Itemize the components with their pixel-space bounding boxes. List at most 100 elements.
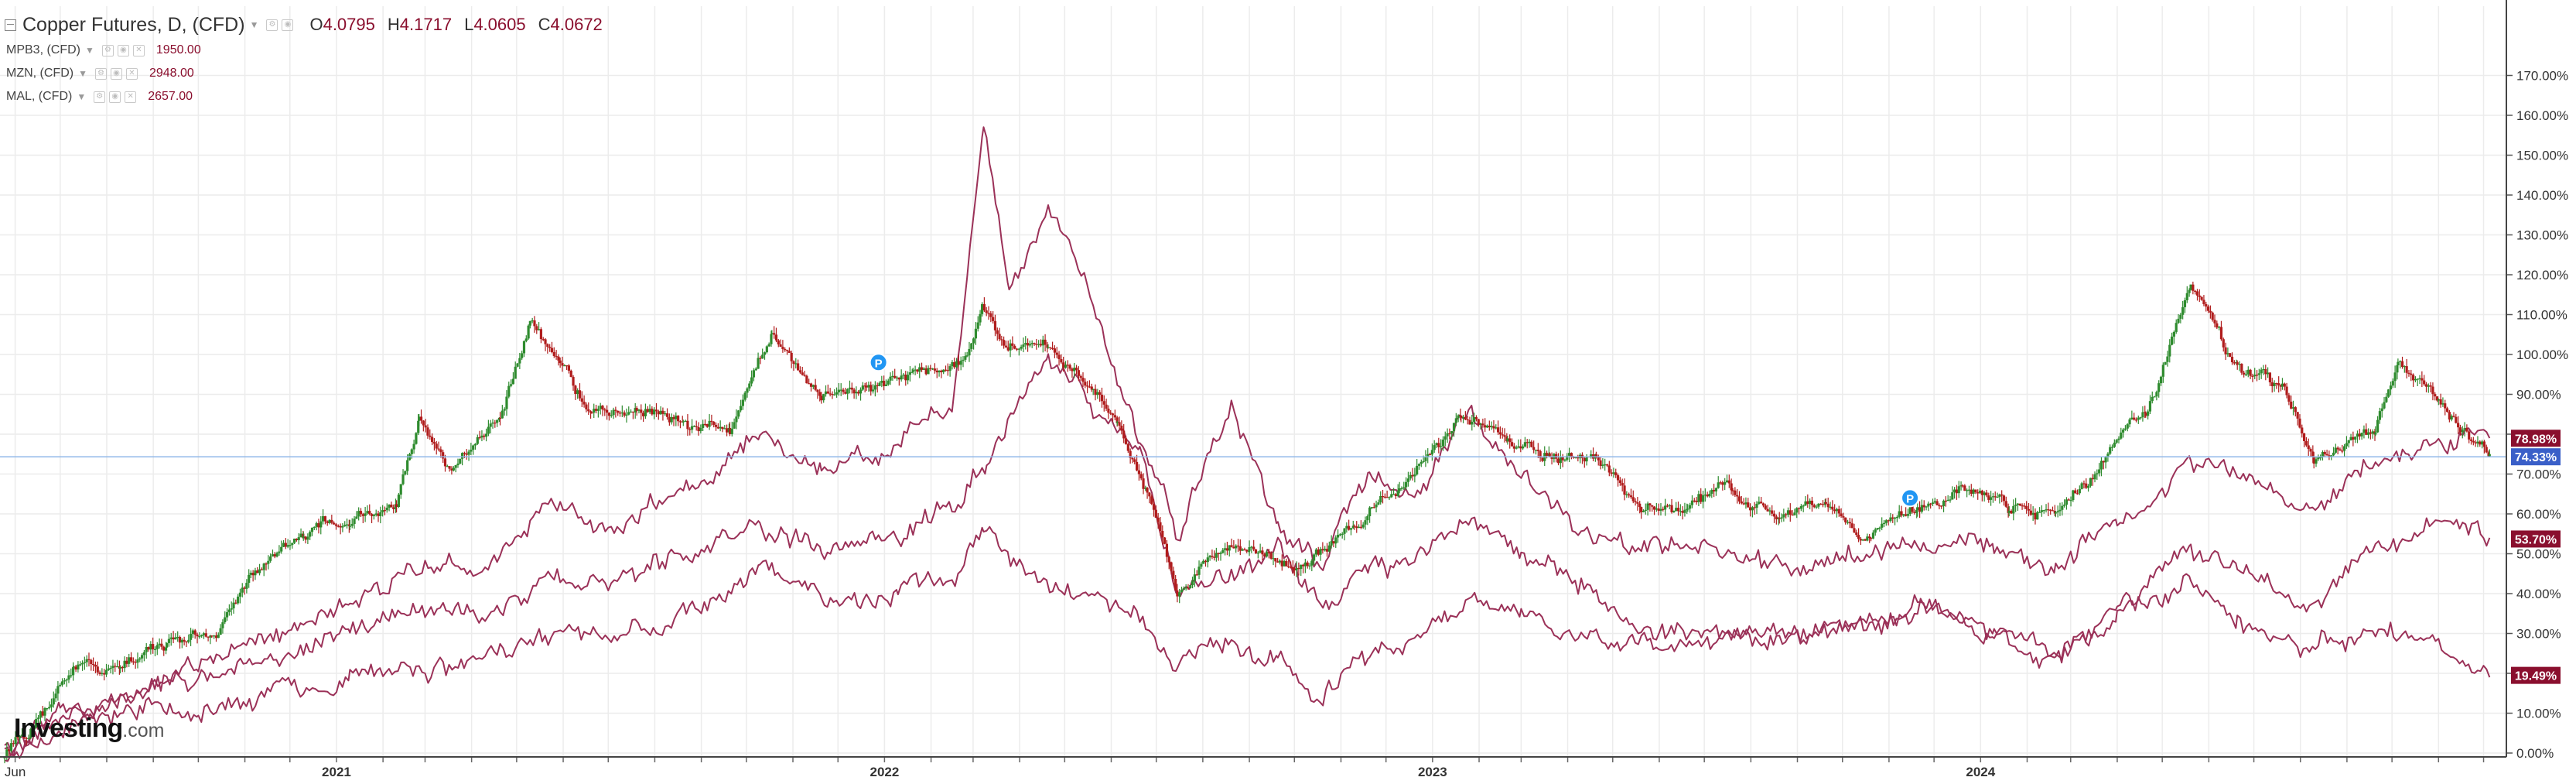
candle-body [385, 507, 388, 511]
candle-body [1736, 495, 1739, 497]
y-tick-label: 130.00% [2516, 228, 2568, 243]
candle-body [63, 680, 66, 682]
chevron-down-icon[interactable]: ▼ [85, 45, 94, 56]
candle-body [221, 622, 224, 628]
candle-body [2123, 428, 2127, 430]
candle-body [128, 657, 131, 664]
low-value: 4.0605 [473, 15, 526, 34]
candle-body [705, 424, 709, 427]
candle-body [2230, 357, 2234, 363]
candle-body [1498, 432, 1502, 435]
overlay-name[interactable]: MAL, (CFD) [6, 90, 73, 103]
candle-body [1701, 495, 1705, 502]
collapse-icon[interactable] [5, 19, 16, 31]
event-marker-icon[interactable] [869, 353, 888, 372]
candle-body [869, 385, 873, 392]
visibility-icon[interactable]: ◉ [282, 19, 294, 31]
close-icon[interactable]: ✕ [125, 67, 138, 80]
close-icon[interactable]: ✕ [125, 91, 137, 103]
candle-body [1748, 507, 1752, 511]
candle-body [2448, 412, 2451, 420]
candle-body [1804, 501, 1807, 506]
candle-body [1976, 492, 1980, 494]
settings-icon[interactable]: ⚙ [94, 67, 107, 80]
candle-body [59, 684, 62, 686]
overlay-name[interactable]: MZN, (CFD) [6, 67, 74, 80]
candle-body [198, 636, 201, 638]
chevron-down-icon[interactable]: ▼ [249, 19, 259, 30]
candle-body [1485, 425, 1489, 428]
candle-body [1477, 419, 1480, 424]
visibility-icon[interactable]: ◉ [117, 44, 129, 56]
candle-body [672, 416, 675, 419]
candle-body [1742, 503, 1745, 505]
candle-body [19, 735, 22, 738]
last-value-badge-label: 78.98% [2515, 433, 2557, 446]
candle-body [1090, 386, 1093, 390]
candle-body [230, 608, 233, 610]
candle-body [1957, 486, 1960, 494]
candle-body [217, 635, 220, 638]
candle-body [1096, 392, 1099, 395]
candle-body [1152, 504, 1156, 510]
candle-body [334, 524, 338, 526]
candle-body [1812, 505, 1816, 508]
settings-icon[interactable]: ⚙ [101, 44, 114, 56]
candle-body [596, 409, 600, 411]
candle-body [2056, 511, 2059, 513]
event-marker-icon[interactable] [1901, 488, 1920, 508]
candle-body [1033, 343, 1036, 344]
candle-body [959, 361, 962, 365]
candle-body [496, 419, 499, 423]
candle-body [397, 495, 401, 507]
close-icon[interactable]: ✕ [132, 44, 145, 56]
settings-icon[interactable]: ⚙ [94, 91, 106, 103]
candle-body [1113, 415, 1116, 418]
candle-body [876, 385, 879, 386]
candle-body [2082, 483, 2086, 484]
series-line-mzn [4, 353, 2491, 756]
candle-body [2257, 373, 2260, 375]
candle-body [2229, 353, 2232, 358]
chevron-down-icon[interactable]: ▼ [78, 68, 87, 79]
candle-body [878, 382, 881, 386]
candle-body [12, 743, 15, 745]
candle-body [1028, 344, 1031, 346]
visibility-icon[interactable]: ◉ [109, 91, 121, 103]
candle-body [1840, 513, 1843, 517]
settings-icon[interactable]: ⚙ [266, 19, 278, 31]
candle-body [1215, 553, 1218, 558]
candle-body [1721, 482, 1724, 485]
instrument-title[interactable]: Copper Futures, D, (CFD) [22, 13, 245, 36]
event-markers[interactable]: PP [869, 353, 1920, 508]
candle-body [1949, 499, 1952, 501]
candle-body [1443, 436, 1447, 440]
candle-body [202, 633, 206, 635]
candle-body [1884, 520, 1888, 523]
candle-body [1955, 489, 1959, 494]
candle-body [355, 516, 358, 519]
candle-body [2233, 362, 2236, 364]
y-tick-label: 110.00% [2516, 308, 2567, 323]
candle-body [1272, 558, 1275, 560]
candle-body [2007, 510, 2011, 513]
candle-body [908, 372, 912, 375]
candle-body [1200, 563, 1203, 567]
candle-body [2356, 433, 2359, 437]
candle-body [52, 698, 55, 705]
candle-body [533, 320, 536, 327]
candle-body [1980, 491, 1983, 495]
candle-body [87, 659, 91, 660]
candle-body [2147, 411, 2150, 416]
candle-body [583, 401, 586, 405]
candle-body [637, 409, 641, 411]
candle-body [2347, 440, 2350, 443]
chevron-down-icon[interactable]: ▼ [77, 91, 87, 102]
candle-body [341, 526, 344, 528]
candle-body [739, 406, 743, 411]
overlay-name[interactable]: MPB3, (CFD) [6, 43, 80, 56]
candle-body [889, 376, 892, 381]
investing-logo: Investing.com [14, 714, 164, 744]
visibility-icon[interactable]: ◉ [110, 67, 122, 80]
